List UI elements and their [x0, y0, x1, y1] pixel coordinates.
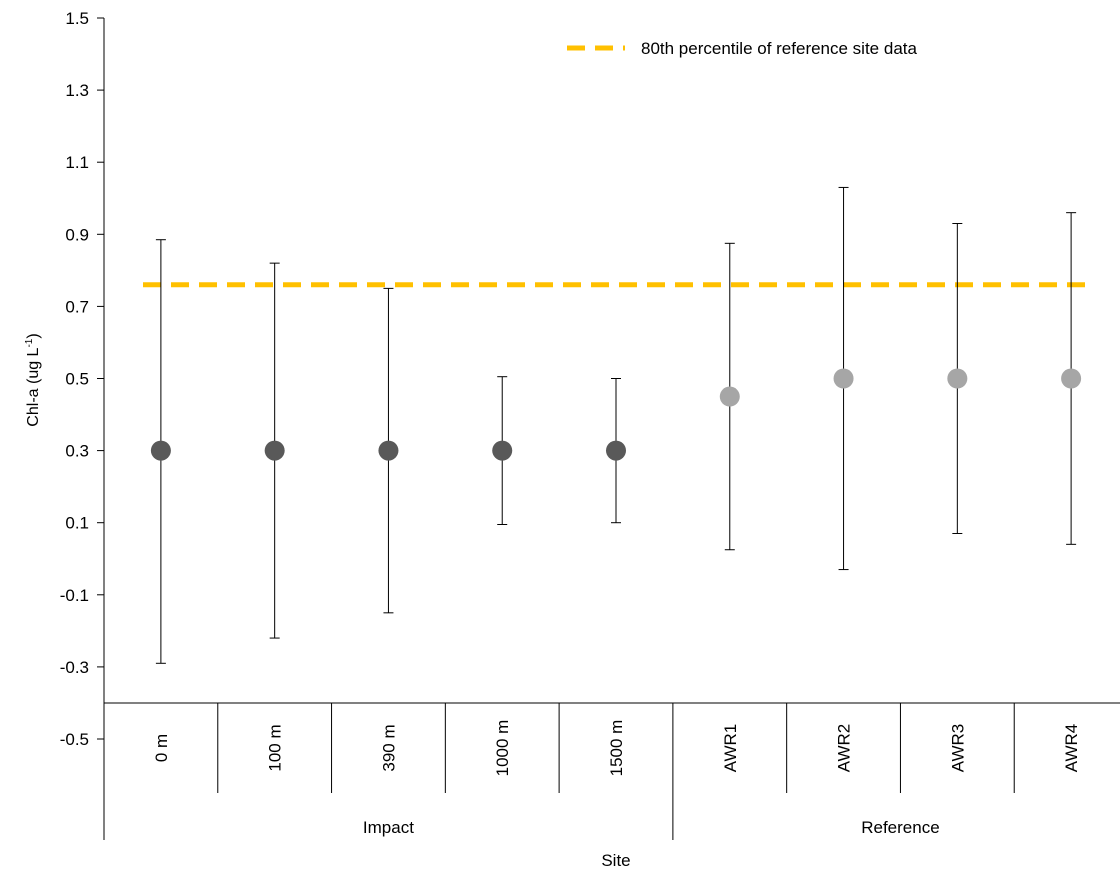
data-point [833, 368, 854, 389]
data-point [719, 386, 740, 407]
data-point [378, 440, 399, 461]
x-category-label: AWR4 [1062, 724, 1081, 773]
y-tick-label: 0.9 [65, 225, 89, 244]
data-points [150, 368, 1082, 461]
y-tick-label: 1.3 [65, 81, 89, 100]
y-tick-label: -0.3 [60, 658, 89, 677]
y-axis-title-sup: -1 [24, 338, 35, 347]
x-category-label: AWR1 [721, 724, 740, 773]
data-point [150, 440, 171, 461]
y-tick-label: -0.5 [60, 730, 89, 749]
y-tick-label: 1.1 [65, 153, 89, 172]
y-axis-title: Chl-a (ug L-1) [24, 333, 42, 426]
group-label: Reference [861, 818, 939, 837]
y-tick-label: 0.5 [65, 370, 89, 389]
x-axis-title: Site [601, 851, 630, 870]
group-label: Impact [363, 818, 414, 837]
data-point [492, 440, 513, 461]
y-tick-label: 0.7 [65, 297, 89, 316]
y-axis: 1.5 1.3 1.1 0.9 0.7 0.5 0.3 0.1 -0.1 -0.3 -0.5 [60, 9, 105, 840]
x-category-label: 1000 m [493, 720, 512, 777]
data-point [606, 440, 626, 461]
data-point [264, 440, 285, 461]
y-axis-title-main: Chl-a (ug L [25, 347, 42, 426]
x-axis: 0 m 100 m 390 m 1000 m 1500 m AWR1 AWR2 AWR3 AWR… [104, 702, 1120, 840]
x-category-label: AWR3 [948, 724, 967, 773]
legend: 80th percentile of reference site data [567, 39, 917, 58]
data-point [1061, 368, 1082, 389]
y-axis-title-end: ) [25, 333, 42, 338]
x-category-label: 1500 m [607, 720, 626, 777]
y-tick-label: 0.1 [65, 514, 89, 533]
x-category-label: AWR2 [835, 724, 854, 773]
y-tick-label: 0.3 [65, 442, 89, 461]
legend-label: 80th percentile of reference site data [641, 39, 917, 58]
error-bars [155, 186, 1077, 664]
x-category-label: 390 m [379, 724, 398, 771]
y-tick-label: 1.5 [65, 9, 89, 28]
data-point [947, 368, 968, 389]
x-category-label: 0 m [152, 734, 171, 762]
y-tick-label: -0.1 [60, 586, 89, 605]
x-category-label: 100 m [266, 724, 285, 771]
